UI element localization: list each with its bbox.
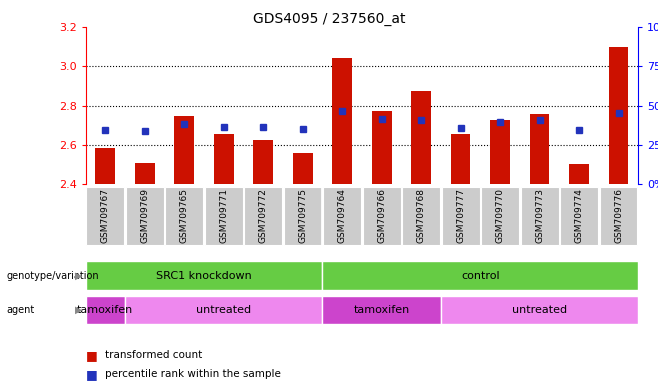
Bar xyxy=(323,187,361,245)
Text: percentile rank within the sample: percentile rank within the sample xyxy=(105,369,281,379)
Text: GSM709768: GSM709768 xyxy=(417,188,426,243)
Bar xyxy=(569,164,589,184)
Bar xyxy=(126,187,164,245)
Text: GSM709774: GSM709774 xyxy=(574,188,584,243)
Text: control: control xyxy=(461,270,499,281)
Text: SRC1 knockdown: SRC1 knockdown xyxy=(156,270,252,281)
Bar xyxy=(322,261,638,290)
Bar xyxy=(214,134,234,184)
Bar xyxy=(609,46,628,184)
Text: GSM709776: GSM709776 xyxy=(614,188,623,243)
Bar xyxy=(560,187,598,245)
Bar xyxy=(174,116,194,184)
Text: GSM709773: GSM709773 xyxy=(535,188,544,243)
Text: GSM709770: GSM709770 xyxy=(495,188,505,243)
Bar xyxy=(86,261,322,290)
Bar xyxy=(442,187,480,245)
Bar xyxy=(293,153,313,184)
Bar xyxy=(205,187,243,245)
Text: GSM709765: GSM709765 xyxy=(180,188,189,243)
Bar xyxy=(599,187,638,245)
Text: transformed count: transformed count xyxy=(105,350,203,360)
Text: GSM709771: GSM709771 xyxy=(219,188,228,243)
Text: GSM709772: GSM709772 xyxy=(259,188,268,243)
Text: untreated: untreated xyxy=(512,305,567,315)
Bar xyxy=(332,58,352,184)
Text: GSM709766: GSM709766 xyxy=(377,188,386,243)
Bar xyxy=(372,111,392,184)
Text: GDS4095 / 237560_at: GDS4095 / 237560_at xyxy=(253,12,405,25)
Bar xyxy=(363,187,401,245)
Text: GSM709777: GSM709777 xyxy=(456,188,465,243)
Bar xyxy=(135,163,155,184)
Bar xyxy=(441,296,638,324)
Bar xyxy=(402,187,440,245)
Bar xyxy=(481,187,519,245)
Text: GSM709775: GSM709775 xyxy=(298,188,307,243)
Text: GSM709764: GSM709764 xyxy=(338,188,347,243)
Text: tamoxifen: tamoxifen xyxy=(353,305,410,315)
Bar xyxy=(451,134,470,184)
Text: GSM709769: GSM709769 xyxy=(140,188,149,243)
Bar xyxy=(322,296,441,324)
Bar xyxy=(490,120,510,184)
Text: agent: agent xyxy=(7,305,35,315)
Text: ▶: ▶ xyxy=(75,270,82,281)
Bar xyxy=(86,296,125,324)
Bar xyxy=(125,296,322,324)
Bar xyxy=(95,148,115,184)
Text: ■: ■ xyxy=(86,349,97,362)
Bar xyxy=(253,140,273,184)
Bar xyxy=(86,187,124,245)
Text: ▶: ▶ xyxy=(75,305,82,315)
Text: ■: ■ xyxy=(86,368,97,381)
Bar xyxy=(165,187,203,245)
Bar xyxy=(530,114,549,184)
Bar xyxy=(284,187,322,245)
Text: genotype/variation: genotype/variation xyxy=(7,270,99,281)
Text: untreated: untreated xyxy=(196,305,251,315)
Bar xyxy=(520,187,559,245)
Text: GSM709767: GSM709767 xyxy=(101,188,110,243)
Text: tamoxifen: tamoxifen xyxy=(77,305,134,315)
Bar xyxy=(411,91,431,184)
Bar xyxy=(244,187,282,245)
